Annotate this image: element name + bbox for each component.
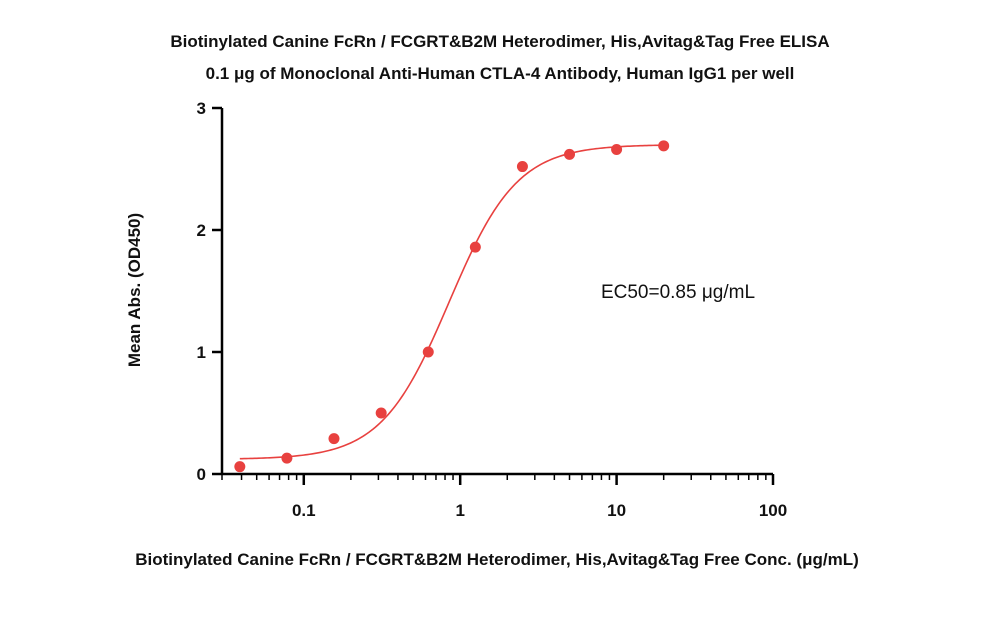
data-point [281,452,293,464]
x-tick-label: 10 [607,501,626,520]
x-tick-label: 1 [455,501,464,520]
data-point [328,433,340,445]
data-point [516,161,528,173]
data-points [234,140,670,473]
data-point [469,241,481,253]
y-tick-label: 2 [197,221,206,240]
x-tick-label: 100 [759,501,787,520]
x-ticks: 0.1 1 10 100 [221,474,787,520]
data-point [611,143,623,155]
x-axis-label: Biotinylated Canine FcRn / FCGRT&B2M Het… [135,550,859,569]
fit-curve-group [239,144,664,460]
ec50-annotation: EC50=0.85 μg/mL [601,282,755,303]
data-point [234,461,246,473]
data-point [564,148,576,160]
data-point [375,407,387,419]
y-axis-label: Mean Abs. (OD450) [125,213,144,367]
y-ticks: 0 1 2 3 [197,99,222,484]
axes [220,108,773,476]
chart-title: Biotinylated Canine FcRn / FCGRT&B2M Het… [170,32,829,51]
x-tick-label: 0.1 [292,501,316,520]
data-point [422,346,434,358]
fit-curve [239,144,664,460]
y-tick-label: 1 [197,343,206,362]
chart-subtitle: 0.1 μg of Monoclonal Anti-Human CTLA-4 A… [206,64,795,83]
y-tick-label: 0 [197,465,206,484]
y-tick-label: 3 [197,99,206,118]
data-point [658,140,670,152]
